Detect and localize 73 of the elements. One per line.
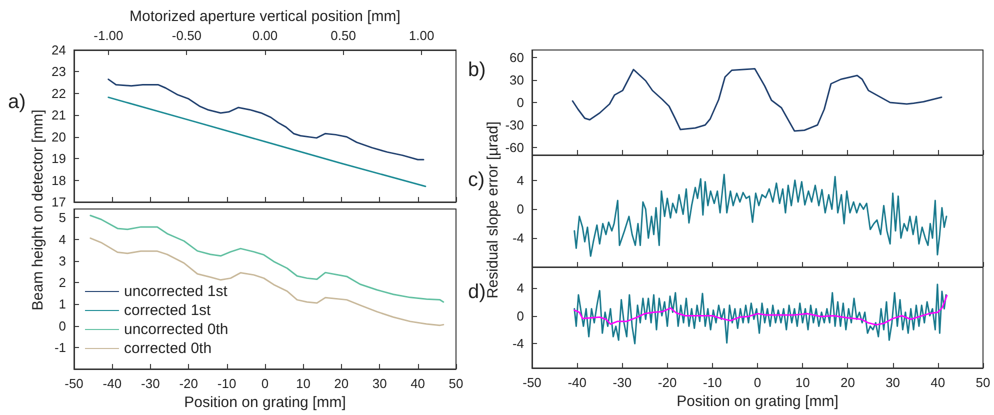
y-tick-label: 1	[58, 296, 66, 312]
line-series	[572, 68, 942, 132]
y-tick-label: -60	[505, 140, 524, 155]
x2-tick-label: 0.00	[252, 28, 278, 43]
text: d)	[468, 281, 486, 303]
x-tick-label: 20	[334, 376, 349, 391]
y-tick-label: 5	[58, 210, 66, 226]
x2-tick-label: -0.50	[172, 28, 202, 43]
y-tick-label: 18	[52, 172, 66, 188]
x2-tick-label: 0.50	[330, 28, 356, 43]
y-tick-label: 23	[52, 64, 66, 80]
y-tick-label: 21	[52, 108, 66, 123]
y-tick-label: 22	[52, 86, 66, 101]
y-tick-label: 60	[510, 50, 524, 65]
x2-axis-title: Motorized aperture vertical position [mm]	[130, 8, 400, 25]
legend-label: corrected 0th	[124, 340, 212, 357]
x-tick-label: -10	[217, 376, 236, 391]
x-axis-title: Position on grating [mm]	[676, 393, 838, 410]
y-axis-title: Beam height on detector [mm]	[30, 110, 46, 310]
y-tick-label: 4	[516, 280, 524, 296]
y-tick-label: -1	[54, 340, 66, 355]
x-tick-label: 40	[930, 375, 946, 390]
line-series	[574, 294, 948, 326]
line-series	[108, 96, 426, 188]
x-tick-label: -30	[612, 375, 632, 390]
line-series	[574, 174, 948, 257]
x2-tick-label: -1.00	[94, 28, 124, 43]
x-tick-label: 0	[754, 375, 762, 390]
text: b)	[468, 59, 486, 81]
x-tick-label: -10	[703, 375, 722, 390]
y-tick-label: -4	[512, 230, 524, 246]
x-tick-label: -40	[568, 375, 586, 390]
x2-tick-label: 1.00	[408, 28, 434, 43]
x-tick-label: -50	[64, 376, 84, 391]
x-tick-label: -20	[179, 376, 198, 391]
x-tick-label: 50	[976, 375, 990, 390]
x-tick-label: 40	[410, 376, 426, 391]
x-tick-label: -30	[141, 376, 160, 391]
y-tick-label: 4	[516, 172, 524, 188]
line-series	[90, 214, 444, 303]
x-tick-label: 30	[372, 376, 387, 391]
legend-label: uncorrected 1st	[124, 283, 228, 300]
y-tick-label: 20	[52, 129, 66, 144]
x-tick-label: 10	[795, 375, 810, 390]
x-tick-label: -20	[658, 375, 677, 390]
y-axis-title: Residual slope error [µrad]	[484, 121, 502, 299]
y-tick-label: 17	[52, 194, 66, 210]
x-tick-label: 50	[448, 376, 464, 391]
line-series	[108, 78, 424, 160]
legend-label: corrected 1st	[124, 302, 212, 319]
y-tick-label: 0	[516, 95, 524, 110]
x-tick-label: 20	[840, 375, 855, 390]
y-tick-label: 0	[516, 308, 524, 324]
y-tick-label: 24	[52, 42, 66, 58]
y-tick-label: 4	[58, 232, 66, 247]
y-tick-label: 3	[58, 253, 66, 268]
x-tick-label: -40	[102, 376, 122, 391]
y-tick-label: -4	[512, 336, 524, 352]
x-tick-label: 0	[261, 376, 269, 391]
x-tick-label: -50	[522, 375, 542, 390]
text: a)	[8, 91, 26, 113]
y-tick-label: 2	[58, 275, 66, 290]
x-tick-label: 30	[886, 375, 900, 390]
y-tick-label: 30	[510, 72, 524, 88]
line-series	[574, 284, 947, 344]
y-tick-label: 0	[58, 318, 66, 334]
x-tick-label: 10	[296, 376, 310, 391]
y-tick-label: 0	[516, 202, 524, 217]
y-tick-label: 19	[52, 151, 66, 166]
legend-label: uncorrected 0th	[124, 321, 228, 338]
y-tick-label: -30	[505, 118, 524, 132]
text: c)	[468, 169, 485, 191]
x-axis-title: Position on grating [mm]	[184, 394, 346, 411]
